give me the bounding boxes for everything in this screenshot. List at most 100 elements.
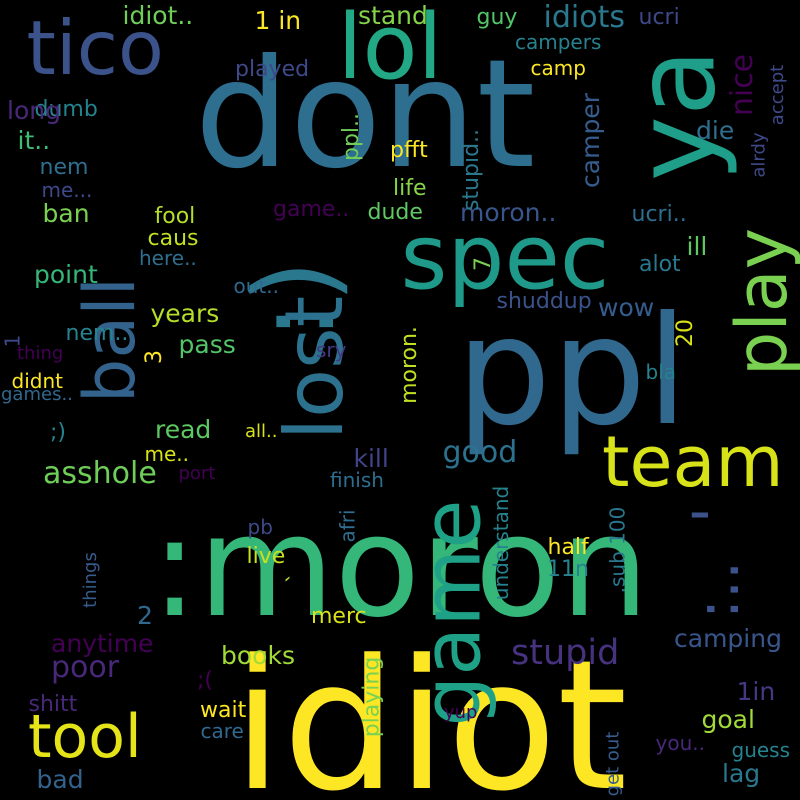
cloud-word: camping	[674, 623, 782, 653]
cloud-word: you..	[655, 731, 705, 755]
cloud-word: care	[200, 719, 244, 743]
cloud-word: kill	[353, 443, 389, 473]
cloud-word: `	[284, 572, 309, 584]
cloud-word: :moron	[151, 486, 650, 649]
cloud-word: campers	[515, 30, 602, 54]
cloud-word: me..	[144, 442, 190, 466]
cloud-word: years	[150, 298, 220, 328]
cloud-word: asshole	[43, 456, 157, 491]
cloud-word: played	[235, 57, 310, 82]
cloud-word: stupid	[511, 632, 620, 673]
cloud-word: tool	[28, 702, 142, 772]
cloud-word: team	[602, 421, 784, 503]
cloud-word: nem..	[65, 321, 129, 346]
cloud-word: idiots	[543, 0, 625, 35]
cloud-word: dumb	[34, 97, 98, 122]
cloud-word: goal	[701, 704, 755, 734]
cloud-word: bla	[645, 360, 677, 384]
cloud-word: wow	[598, 292, 655, 322]
cloud-word: ;)	[50, 420, 66, 445]
cloud-word: ;(	[197, 668, 213, 693]
cloud-word: stand	[358, 0, 428, 30]
cloud-word: games..	[1, 384, 73, 405]
cloud-word: 1in	[736, 676, 776, 706]
cloud-word: anytime	[51, 628, 154, 658]
cloud-word: pfft	[390, 138, 428, 163]
cloud-word: ucri..	[631, 202, 687, 227]
cloud-word: ya	[610, 48, 739, 182]
cloud-word: understand	[489, 485, 514, 601]
cloud-word: 2	[137, 600, 153, 630]
cloud-word: live	[246, 544, 286, 569]
cloud-word: camper	[575, 92, 605, 188]
cloud-word: thing	[17, 343, 64, 364]
cloud-word: me...	[41, 178, 93, 202]
cloud-word: playing	[358, 656, 384, 738]
cloud-word: 1 in	[254, 5, 302, 35]
cloud-word: 3	[142, 350, 167, 364]
cloud-word: bad	[36, 764, 84, 794]
cloud-word: .sub 100	[604, 506, 629, 594]
cloud-word: merc	[311, 604, 367, 629]
cloud-word: books	[221, 640, 295, 670]
cloud-word: dude	[367, 200, 423, 225]
cloud-word: accept	[767, 64, 789, 126]
cloud-word: ppl	[456, 285, 689, 459]
cloud-word: play	[721, 227, 800, 377]
cloud-word: game	[404, 499, 498, 727]
cloud-word: moron..	[460, 197, 557, 227]
cloud-word: pb	[247, 515, 273, 539]
cloud-word: poor	[51, 650, 120, 685]
cloud-word: finish	[330, 468, 384, 492]
cloud-word: camp	[530, 56, 586, 80]
cloud-word: nem	[39, 155, 89, 180]
cloud-word: get out	[601, 731, 623, 797]
cloud-word: spec	[400, 205, 610, 310]
cloud-word: fool	[154, 204, 196, 229]
cloud-word: all..	[245, 421, 278, 442]
cloud-word: caus	[147, 226, 199, 251]
cloud-word: pass	[178, 329, 236, 359]
cloud-word: ucri	[638, 5, 680, 30]
cloud-word: life	[393, 176, 427, 201]
cloud-word: read	[155, 414, 212, 444]
cloud-word: ill	[686, 231, 708, 261]
cloud-word: idiot..	[122, 0, 194, 30]
cloud-word: shitt	[28, 692, 78, 717]
cloud-word: guy	[476, 5, 518, 30]
cloud-word: alot	[639, 252, 681, 277]
cloud-word: die	[696, 115, 735, 145]
cloud-word: 20	[673, 319, 698, 347]
cloud-word: out..	[233, 274, 279, 298]
cloud-word: good	[442, 435, 518, 470]
cloud-word: didnt	[11, 369, 63, 393]
cloud-word: half	[547, 535, 589, 560]
cloud-word: alrdy	[748, 132, 770, 178]
cloud-word: lag	[722, 758, 761, 788]
cloud-word: :..	[683, 560, 754, 620]
cloud-word: it..	[17, 125, 51, 155]
cloud-word: dont	[194, 28, 536, 202]
cloud-word: guess	[731, 738, 791, 762]
cloud-word: stupid..	[459, 128, 485, 212]
cloud-word: long	[7, 95, 61, 125]
cloud-word: point	[34, 259, 98, 289]
cloud-word: lol	[337, 0, 443, 100]
cloud-word: 7	[471, 257, 496, 271]
cloud-word: ban	[42, 198, 90, 228]
cloud-word: game..	[273, 197, 350, 222]
cloud-word: sry	[316, 338, 347, 362]
cloud-word: moron.	[396, 326, 422, 404]
cloud-word: port	[178, 463, 216, 484]
cloud-word: ppl..	[339, 112, 365, 162]
cloud-word: shuddup	[496, 289, 592, 314]
cloud-word: here..	[139, 246, 197, 270]
cloud-word: lost	[268, 295, 362, 441]
cloud-word: afri	[335, 509, 360, 543]
cloud-word: wait	[200, 698, 247, 723]
cloud-word: things	[79, 552, 101, 608]
cloud-word: '	[679, 506, 750, 524]
cloud-word: yup	[444, 702, 478, 723]
cloud-word: idiot	[232, 622, 628, 800]
